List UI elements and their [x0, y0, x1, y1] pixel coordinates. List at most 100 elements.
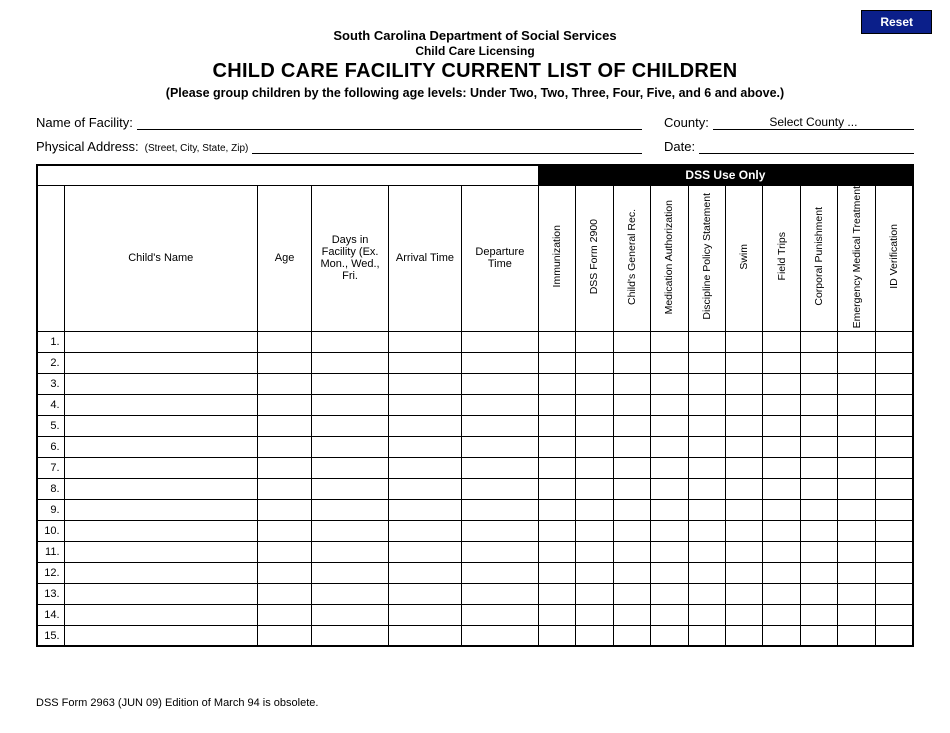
cell-dss[interactable]	[613, 583, 650, 604]
cell-main[interactable]	[258, 436, 312, 457]
cell-dss[interactable]	[613, 562, 650, 583]
cell-dss[interactable]	[651, 541, 688, 562]
address-input[interactable]	[252, 138, 642, 154]
cell-dss[interactable]	[875, 352, 913, 373]
cell-dss[interactable]	[613, 373, 650, 394]
cell-dss[interactable]	[763, 499, 800, 520]
cell-dss[interactable]	[726, 541, 763, 562]
cell-dss[interactable]	[688, 415, 725, 436]
cell-dss[interactable]	[726, 478, 763, 499]
cell-dss[interactable]	[875, 394, 913, 415]
cell-dss[interactable]	[613, 331, 650, 352]
cell-main[interactable]	[64, 604, 257, 625]
cell-dss[interactable]	[538, 352, 575, 373]
cell-dss[interactable]	[838, 604, 875, 625]
cell-main[interactable]	[258, 604, 312, 625]
cell-dss[interactable]	[651, 478, 688, 499]
facility-input[interactable]	[137, 114, 642, 130]
cell-dss[interactable]	[538, 604, 575, 625]
cell-main[interactable]	[64, 373, 257, 394]
cell-dss[interactable]	[538, 436, 575, 457]
cell-dss[interactable]	[576, 331, 613, 352]
cell-dss[interactable]	[838, 562, 875, 583]
cell-main[interactable]	[389, 499, 462, 520]
cell-dss[interactable]	[613, 436, 650, 457]
cell-dss[interactable]	[538, 541, 575, 562]
cell-dss[interactable]	[838, 394, 875, 415]
cell-dss[interactable]	[613, 541, 650, 562]
cell-dss[interactable]	[800, 457, 837, 478]
cell-dss[interactable]	[651, 394, 688, 415]
cell-main[interactable]	[64, 331, 257, 352]
cell-main[interactable]	[461, 499, 538, 520]
cell-dss[interactable]	[538, 415, 575, 436]
date-input[interactable]	[699, 138, 914, 154]
cell-main[interactable]	[312, 436, 389, 457]
cell-dss[interactable]	[875, 436, 913, 457]
cell-dss[interactable]	[538, 478, 575, 499]
cell-main[interactable]	[64, 562, 257, 583]
cell-dss[interactable]	[576, 373, 613, 394]
cell-dss[interactable]	[688, 352, 725, 373]
cell-main[interactable]	[312, 457, 389, 478]
cell-dss[interactable]	[651, 562, 688, 583]
cell-main[interactable]	[389, 604, 462, 625]
cell-dss[interactable]	[763, 583, 800, 604]
cell-dss[interactable]	[538, 457, 575, 478]
cell-dss[interactable]	[726, 520, 763, 541]
cell-dss[interactable]	[688, 604, 725, 625]
cell-main[interactable]	[64, 457, 257, 478]
cell-main[interactable]	[389, 415, 462, 436]
cell-dss[interactable]	[838, 583, 875, 604]
cell-dss[interactable]	[651, 604, 688, 625]
cell-dss[interactable]	[838, 625, 875, 646]
cell-main[interactable]	[258, 331, 312, 352]
cell-dss[interactable]	[726, 331, 763, 352]
cell-dss[interactable]	[651, 520, 688, 541]
cell-dss[interactable]	[688, 562, 725, 583]
cell-main[interactable]	[461, 415, 538, 436]
cell-dss[interactable]	[800, 625, 837, 646]
cell-main[interactable]	[389, 520, 462, 541]
cell-main[interactable]	[389, 373, 462, 394]
cell-dss[interactable]	[651, 583, 688, 604]
cell-main[interactable]	[461, 583, 538, 604]
cell-dss[interactable]	[651, 352, 688, 373]
cell-dss[interactable]	[838, 520, 875, 541]
cell-dss[interactable]	[726, 583, 763, 604]
cell-dss[interactable]	[838, 352, 875, 373]
cell-main[interactable]	[312, 520, 389, 541]
cell-dss[interactable]	[763, 352, 800, 373]
cell-main[interactable]	[389, 625, 462, 646]
cell-dss[interactable]	[875, 373, 913, 394]
cell-dss[interactable]	[538, 394, 575, 415]
reset-button[interactable]: Reset	[861, 10, 932, 34]
cell-main[interactable]	[389, 331, 462, 352]
cell-dss[interactable]	[875, 457, 913, 478]
cell-main[interactable]	[64, 478, 257, 499]
cell-dss[interactable]	[800, 373, 837, 394]
cell-main[interactable]	[312, 331, 389, 352]
cell-main[interactable]	[461, 394, 538, 415]
cell-dss[interactable]	[688, 499, 725, 520]
cell-main[interactable]	[312, 499, 389, 520]
cell-dss[interactable]	[538, 373, 575, 394]
cell-dss[interactable]	[875, 604, 913, 625]
cell-dss[interactable]	[875, 415, 913, 436]
cell-dss[interactable]	[538, 583, 575, 604]
cell-dss[interactable]	[576, 583, 613, 604]
cell-main[interactable]	[461, 541, 538, 562]
cell-dss[interactable]	[838, 478, 875, 499]
cell-dss[interactable]	[613, 478, 650, 499]
cell-dss[interactable]	[800, 478, 837, 499]
cell-dss[interactable]	[800, 436, 837, 457]
cell-dss[interactable]	[800, 604, 837, 625]
cell-main[interactable]	[389, 457, 462, 478]
cell-dss[interactable]	[726, 394, 763, 415]
cell-dss[interactable]	[875, 331, 913, 352]
cell-main[interactable]	[258, 562, 312, 583]
cell-dss[interactable]	[726, 352, 763, 373]
cell-main[interactable]	[64, 520, 257, 541]
cell-dss[interactable]	[651, 331, 688, 352]
cell-dss[interactable]	[875, 562, 913, 583]
